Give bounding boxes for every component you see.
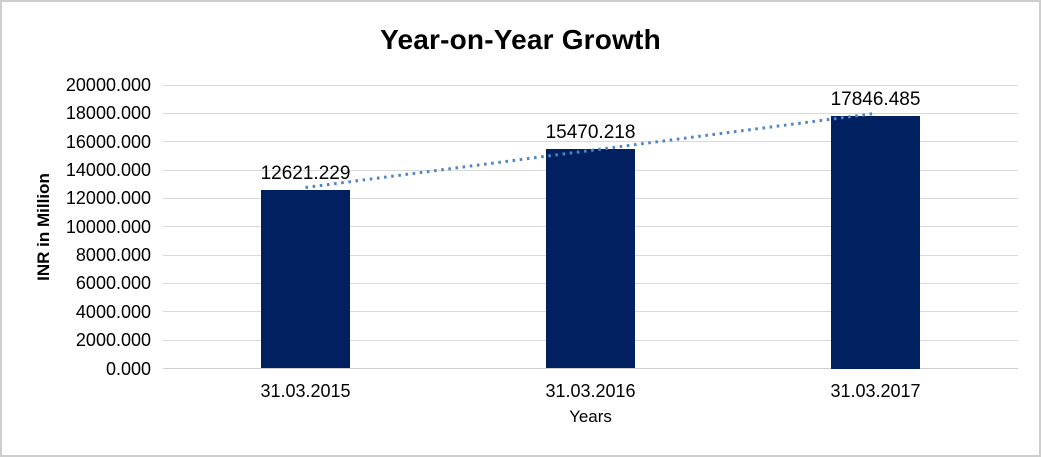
y-tick-label: 14000.000 xyxy=(65,160,151,181)
bar xyxy=(546,149,635,369)
bar xyxy=(831,115,920,369)
gridline xyxy=(163,84,1018,86)
y-tick-label: 10000.000 xyxy=(65,216,151,237)
y-tick-label: 6000.000 xyxy=(75,273,151,294)
x-axis-title: Years xyxy=(569,407,612,426)
y-tick-label: 2000.000 xyxy=(75,330,151,351)
y-tick-label: 4000.000 xyxy=(75,301,151,322)
y-tick-label: 16000.000 xyxy=(65,131,151,152)
x-tick-label: 31.03.2016 xyxy=(545,381,636,401)
bar xyxy=(261,189,350,369)
gridline xyxy=(163,112,1018,114)
x-tick-label: 31.03.2015 xyxy=(260,381,351,401)
x-tick-label: 31.03.2017 xyxy=(830,381,921,401)
y-tick-label: 18000.000 xyxy=(65,103,151,124)
y-tick-label: 20000.000 xyxy=(65,75,151,95)
y-tick-label: 8000.000 xyxy=(75,245,151,266)
bar-value-label: 15470.218 xyxy=(545,122,636,144)
chart-title: Year-on-Year Growth xyxy=(380,24,661,55)
y-tick-label: 0.000 xyxy=(105,358,151,379)
y-tick-label: 12000.000 xyxy=(65,188,151,209)
x-axis-line xyxy=(163,368,1018,369)
bar-value-label: 12621.229 xyxy=(260,162,351,184)
bar-value-label: 17846.485 xyxy=(830,88,921,110)
